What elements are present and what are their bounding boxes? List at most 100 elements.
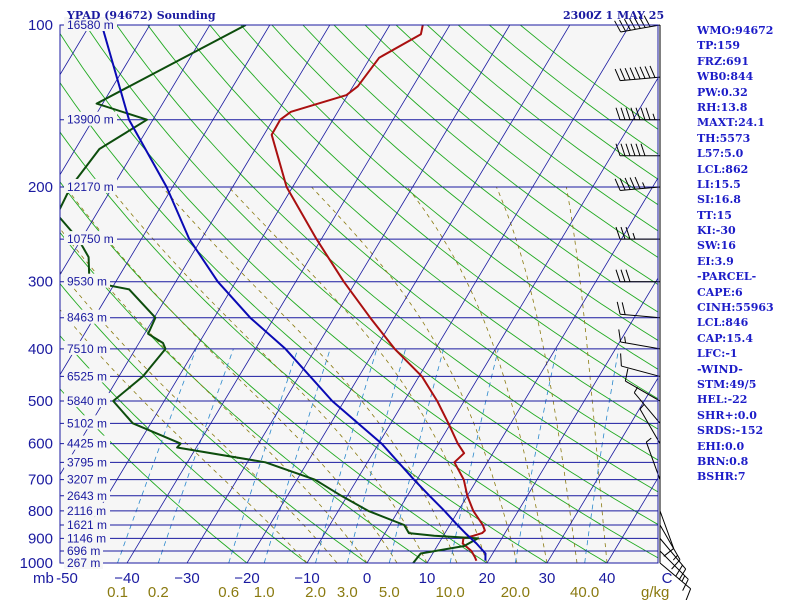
- height-label-bg: [64, 273, 110, 288]
- index-item: L57:5.0: [697, 147, 744, 161]
- pressure-unit: mb: [33, 570, 54, 587]
- wind-barb: [659, 524, 681, 570]
- height-label-bg: [64, 368, 110, 383]
- index-item: TT:15: [697, 208, 732, 222]
- height-label-bg: [64, 530, 110, 545]
- index-item: SI:16.8: [697, 193, 741, 207]
- height-label: 10750 m: [67, 232, 114, 246]
- height-label: 267 m: [67, 556, 100, 570]
- dry-adiabat: [178, 25, 658, 430]
- pressure-tick-label: 700: [28, 472, 53, 489]
- height-label: 2116 m: [67, 504, 106, 518]
- height-label-bg: [64, 393, 110, 408]
- wind-barb: [618, 329, 661, 350]
- dry-adiabat: [85, 25, 658, 525]
- isotherm: [306, 25, 631, 563]
- height-label: 12170 m: [67, 180, 114, 194]
- mixing-ratio-tick-label: 1.0: [254, 584, 275, 600]
- height-label-bg: [64, 340, 110, 355]
- isotherm: [0, 13, 37, 574]
- index-item: SRDS:-152: [697, 424, 764, 438]
- pressure-tick-label: 200: [28, 179, 53, 196]
- mixing-ratio-tick-label: 20.0: [501, 584, 530, 600]
- temperature-tick-label: −40: [114, 570, 139, 587]
- wind-barb: [615, 226, 660, 240]
- index-item: PW:0.32: [697, 85, 748, 99]
- series-temperature-line: [270, 25, 486, 562]
- height-label-bg: [64, 502, 110, 517]
- moist-adiabat: [60, 228, 368, 563]
- series-parcel-line: [100, 25, 487, 561]
- height-label: 5840 m: [67, 394, 107, 408]
- pressure-tick-label: 800: [28, 503, 53, 520]
- chart-time: 2300Z 1 MAY 25: [563, 9, 664, 22]
- temperature-tick-label: 20: [479, 570, 496, 587]
- temperature-tick-label: C: [662, 570, 673, 587]
- dry-adiabat: [60, 231, 428, 563]
- wind-barb: [620, 353, 661, 377]
- isotherm: [426, 177, 658, 563]
- height-label: 1621 m: [67, 518, 107, 532]
- height-label-bg: [64, 555, 103, 569]
- wind-barb: [615, 143, 660, 157]
- wind-barbs: [614, 15, 692, 600]
- height-label: 6525 m: [67, 369, 107, 383]
- height-label: 16580 m: [67, 18, 114, 32]
- temperature-tick-label: 30: [539, 570, 556, 587]
- pressure-tick-label: 300: [28, 274, 53, 291]
- isotherm: [546, 377, 658, 563]
- dry-adiabat: [60, 32, 658, 559]
- pressure-tick-label: 1000: [20, 555, 53, 572]
- height-label: 5102 m: [67, 416, 107, 430]
- temperature-tick-label: 40: [599, 570, 616, 587]
- height-label-bg: [64, 17, 117, 31]
- dry-adiabat: [333, 25, 658, 286]
- height-label: 3795 m: [67, 455, 107, 469]
- height-label: 3207 m: [67, 473, 107, 487]
- moist-adiabat: [311, 186, 518, 563]
- chart-grid: [0, 13, 658, 574]
- pressure-tick-label: 900: [28, 530, 53, 547]
- index-item: TP:159: [697, 39, 741, 53]
- temperature-tick-label: 0: [363, 570, 371, 587]
- pressure-tick-label: 600: [28, 436, 53, 453]
- wind-barb: [624, 368, 661, 402]
- index-item: KI:-30: [697, 224, 736, 238]
- height-label: 4425 m: [67, 437, 107, 451]
- dry-adiabat: [60, 388, 248, 563]
- mixing-ratio-tick-label: 40.0: [570, 584, 599, 600]
- temperature-tick-label: −20: [234, 570, 259, 587]
- wind-barb: [633, 387, 661, 424]
- index-item: LI:15.5: [697, 177, 741, 191]
- chart-series: [60, 25, 487, 563]
- isotherm: [186, 25, 511, 563]
- index-item: -WIND-: [697, 362, 743, 376]
- height-label: 8463 m: [67, 311, 107, 325]
- indices-panel: WMO:94672 TP:159 FRZ:691 WB0:844 PW:0.32 RH:1…: [697, 23, 797, 485]
- index-item: STM:49/5: [697, 377, 757, 391]
- mixing-ratio-tick-label: 5.0: [379, 584, 400, 600]
- index-item: FRZ:691: [697, 54, 750, 68]
- isotherm: [126, 25, 451, 563]
- wind-barb: [614, 176, 661, 191]
- index-item: EI:3.9: [697, 254, 734, 268]
- dry-adiabat: [271, 25, 658, 341]
- height-label-bg: [64, 178, 117, 193]
- isotherm: [60, 25, 211, 276]
- mixing-ratio-unit: g/kg: [641, 584, 669, 600]
- dry-adiabat: [364, 25, 658, 258]
- index-item: CAPE:6: [697, 285, 743, 299]
- plot-frame: [59, 24, 659, 564]
- plot-background: [60, 25, 658, 563]
- index-item: MAXT:24.1: [697, 116, 765, 130]
- index-item: RH:13.8: [697, 100, 748, 114]
- dry-adiabat: [240, 25, 658, 370]
- height-label-bg: [64, 471, 110, 486]
- wind-barb: [615, 107, 660, 121]
- temperature-tick-label: -50: [56, 570, 78, 587]
- moist-adiabat: [566, 186, 608, 563]
- pressure-tick-label: 500: [28, 393, 53, 410]
- dry-adiabat: [147, 25, 658, 461]
- index-item: CAP:15.4: [697, 331, 754, 345]
